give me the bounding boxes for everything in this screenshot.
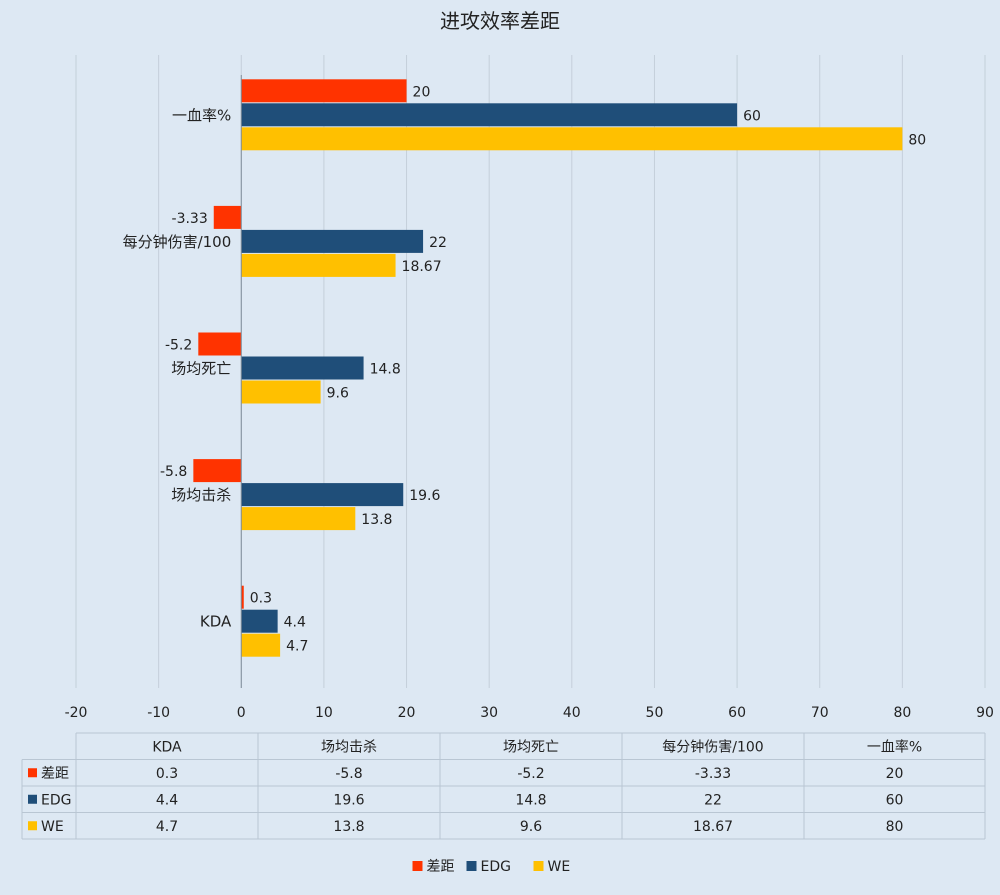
table-cell: 60 — [886, 792, 904, 808]
data-label: 19.6 — [409, 488, 440, 504]
data-label: 80 — [908, 132, 926, 148]
table-row-label: 差距 — [41, 766, 69, 782]
table-cell: 18.67 — [693, 819, 733, 835]
table-cell: -5.8 — [335, 766, 362, 782]
bar-差距 — [198, 332, 242, 356]
table-cell: 4.7 — [156, 819, 178, 835]
table-header-cell: 一血率% — [867, 738, 922, 755]
data-label: -5.2 — [165, 338, 192, 354]
category-label: 场均击杀 — [171, 486, 231, 504]
table-legend-key — [28, 821, 37, 831]
data-label: 22 — [429, 235, 447, 251]
legend-key-WE — [533, 861, 544, 871]
table-legend-key — [28, 768, 37, 778]
x-tick-label: 0 — [237, 705, 246, 721]
bar-WE — [241, 253, 396, 277]
data-label: 4.4 — [284, 615, 306, 631]
table-cell: 22 — [704, 792, 722, 808]
table-cell: 0.3 — [156, 766, 178, 782]
bar-EDG — [241, 229, 424, 253]
x-tick-label: 30 — [480, 705, 498, 721]
data-label: -3.33 — [172, 211, 208, 227]
bars: 0.3 4.4 4.7 -5.8 19.6 13.8 -5.2 14.8 9.6 -3.33 22 1… — [160, 79, 926, 657]
bar-EDG — [241, 483, 404, 507]
bar-差距 — [213, 205, 242, 229]
category-label: KDA — [200, 613, 232, 631]
x-tick-label: 10 — [315, 705, 333, 721]
bar-EDG — [241, 609, 278, 633]
data-label: 60 — [743, 108, 761, 124]
table-cell: 80 — [886, 819, 904, 835]
legend-key-差距 — [412, 861, 423, 871]
bar-WE — [241, 507, 356, 531]
data-label: 0.3 — [250, 591, 272, 607]
x-tick-label: 90 — [976, 705, 994, 721]
table-cell: 9.6 — [520, 819, 542, 835]
axes: -20 -10 0 10 20 30 40 50 60 70 80 90 KDA 场均击杀 场均死亡 每分钟伤… — [65, 75, 994, 721]
bar-EDG — [241, 103, 738, 127]
bar-WE — [241, 127, 903, 151]
table-header-cell: 场均死亡 — [503, 739, 559, 755]
data-label: 18.67 — [402, 259, 442, 275]
x-tick-label: -20 — [65, 705, 88, 721]
data-label: 14.8 — [370, 362, 401, 378]
bar-差距 — [193, 459, 242, 483]
data-label: 9.6 — [327, 386, 349, 402]
x-tick-label: 70 — [811, 705, 829, 721]
table-header-cell: 每分钟伤害/100 — [662, 738, 763, 755]
x-tick-label: 40 — [563, 705, 581, 721]
legend-label: WE — [548, 859, 571, 875]
bar-WE — [241, 380, 321, 404]
category-label: 场均死亡 — [171, 360, 231, 378]
table-cell: 19.6 — [333, 792, 364, 808]
table-header-cell: KDA — [152, 739, 182, 755]
bar-差距 — [241, 79, 407, 103]
category-label: 一血率% — [172, 106, 231, 124]
data-label: 20 — [413, 84, 431, 100]
table-cell: 14.8 — [515, 792, 546, 808]
x-tick-label: 80 — [893, 705, 911, 721]
table-cell: 4.4 — [156, 792, 178, 808]
table-header-cell: 场均击杀 — [321, 739, 377, 755]
x-tick-label: 20 — [398, 705, 416, 721]
table-legend-key — [28, 794, 37, 804]
data-label: 4.7 — [286, 639, 308, 655]
chart-title: 进攻效率差距 — [440, 9, 560, 33]
x-tick-label: 50 — [646, 705, 664, 721]
legend-label: EDG — [481, 859, 511, 875]
category-label: 每分钟伤害/100 — [123, 233, 232, 251]
bar-WE — [241, 633, 281, 657]
table-cell: -3.33 — [695, 766, 731, 782]
data-table: KDA 场均击杀 场均死亡 每分钟伤害/100 一血率% 差距 0.3 -5.8 -5.2 -3.… — [21, 732, 986, 840]
x-tick-label: -10 — [147, 705, 170, 721]
legend-label: 差距 — [427, 859, 455, 875]
bar-差距 — [241, 585, 244, 609]
legend-key-EDG — [466, 861, 477, 871]
data-label: -5.8 — [160, 464, 187, 480]
table-cell: 13.8 — [333, 819, 364, 835]
legend: 差距 EDG WE — [412, 859, 571, 875]
table-row-label: WE — [41, 819, 64, 835]
x-tick-label: 60 — [728, 705, 746, 721]
table-cell: 20 — [886, 766, 904, 782]
table-cell: -5.2 — [517, 766, 544, 782]
bar-EDG — [241, 356, 364, 380]
table-row-label: EDG — [41, 792, 71, 808]
data-label: 13.8 — [361, 512, 392, 528]
